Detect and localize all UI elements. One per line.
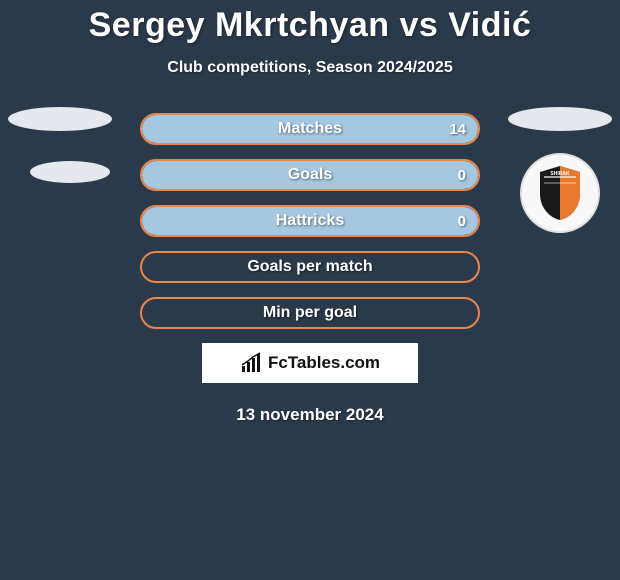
compare-area: SHIRAK Matches 14 Goals 0 Hattricks 0 Go…: [0, 113, 620, 425]
branding-text: FcTables.com: [268, 353, 380, 373]
bar-hattricks: Hattricks 0: [140, 205, 480, 237]
branding-box: FcTables.com: [202, 343, 418, 383]
bar-mpg-label: Min per goal: [263, 304, 357, 322]
bar-hattricks-label: Hattricks: [276, 212, 344, 230]
bar-goals: Goals 0: [140, 159, 480, 191]
stat-bars: Matches 14 Goals 0 Hattricks 0 Goals per…: [140, 113, 480, 329]
bar-goals-label: Goals: [288, 166, 332, 184]
bar-hattricks-value-right: 0: [458, 213, 466, 230]
bar-gpm-label: Goals per match: [247, 258, 372, 276]
bar-matches: Matches 14: [140, 113, 480, 145]
svg-text:SHIRAK: SHIRAK: [550, 171, 570, 177]
footer-date: 13 november 2024: [0, 405, 620, 425]
page-subtitle: Club competitions, Season 2024/2025: [0, 59, 620, 77]
page-title: Sergey Mkrtchyan vs Vidić: [0, 0, 620, 45]
player-right-avatar-placeholder: [508, 107, 612, 131]
bar-min-per-goal: Min per goal: [140, 297, 480, 329]
bar-matches-label: Matches: [278, 120, 342, 138]
player-right-club-crest: SHIRAK: [520, 153, 600, 233]
player-left-avatar-placeholder-1: [8, 107, 112, 131]
bar-goals-value-right: 0: [458, 167, 466, 184]
bar-chart-icon: [240, 352, 262, 374]
shield-icon: SHIRAK: [536, 164, 584, 222]
bar-matches-value-right: 14: [449, 121, 466, 138]
player-left-avatar-placeholder-2: [30, 161, 110, 183]
bar-goals-per-match: Goals per match: [140, 251, 480, 283]
